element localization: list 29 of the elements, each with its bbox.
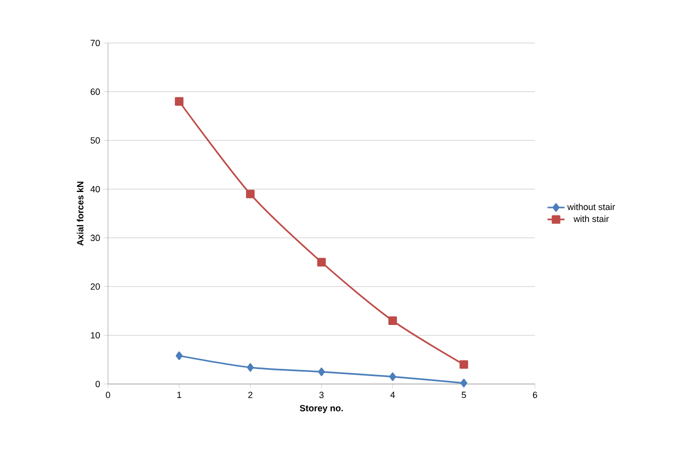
x-tick-label: 0 (106, 392, 110, 398)
point (176, 351, 183, 360)
x-tick-label: 4 (390, 392, 395, 398)
y-tick-label: 10 (90, 332, 100, 338)
x-tick-label: 3 (319, 392, 324, 398)
legend-label: without stair (567, 204, 616, 210)
y-axis-title: Axial forces kN (76, 182, 84, 246)
y-tick-label: 60 (90, 88, 100, 95)
y-tick-label: 30 (90, 234, 100, 242)
point (174, 97, 184, 106)
y-tick-label: 70 (90, 40, 100, 46)
point (460, 360, 468, 369)
point (388, 316, 397, 325)
x-tick-label: 1 (177, 392, 182, 398)
x-tick-label: 2 (248, 392, 252, 398)
y-tick-label: 0 (96, 380, 100, 388)
legend-label: with stair (574, 215, 609, 222)
x-axis-title: Storey no. (300, 404, 343, 414)
point (246, 363, 254, 372)
point (246, 190, 255, 198)
y-tick-label: 20 (90, 283, 100, 290)
point (318, 368, 325, 376)
point (389, 372, 396, 381)
point (317, 258, 326, 266)
x-tick-label: 6 (532, 392, 538, 398)
y-tick-label: 40 (90, 186, 100, 192)
x-tick-label: 5 (462, 392, 466, 398)
y-tick-label: 50 (90, 137, 100, 144)
point (460, 378, 468, 388)
